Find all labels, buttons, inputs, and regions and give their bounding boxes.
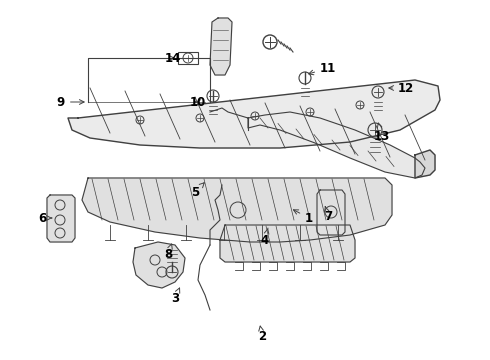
- Text: 6: 6: [38, 212, 52, 225]
- Text: 13: 13: [374, 123, 390, 143]
- Bar: [178, 52, 198, 64]
- Text: 14: 14: [165, 51, 181, 64]
- Polygon shape: [82, 178, 392, 242]
- Text: 11: 11: [309, 62, 336, 75]
- Text: 10: 10: [190, 95, 206, 108]
- Text: 7: 7: [324, 207, 332, 222]
- Text: 9: 9: [57, 95, 84, 108]
- Polygon shape: [133, 242, 185, 288]
- Text: 4: 4: [261, 228, 269, 247]
- Text: 8: 8: [164, 244, 172, 261]
- Text: 3: 3: [171, 288, 180, 305]
- Polygon shape: [248, 112, 425, 178]
- Polygon shape: [317, 190, 345, 235]
- Text: 12: 12: [389, 81, 414, 95]
- Text: 1: 1: [294, 210, 313, 225]
- Polygon shape: [220, 225, 355, 262]
- Text: 2: 2: [258, 326, 266, 342]
- Text: 5: 5: [191, 183, 204, 198]
- Polygon shape: [68, 80, 440, 148]
- Polygon shape: [210, 18, 232, 75]
- Polygon shape: [47, 195, 75, 242]
- Polygon shape: [415, 150, 435, 178]
